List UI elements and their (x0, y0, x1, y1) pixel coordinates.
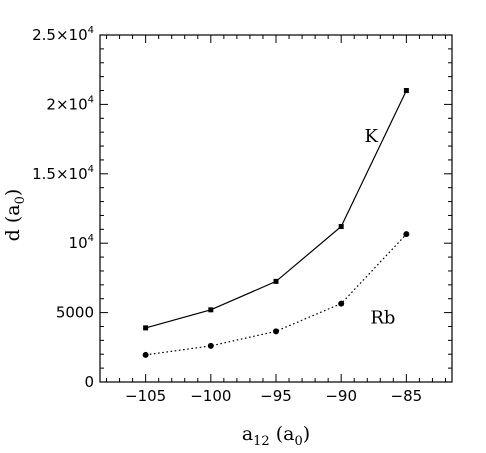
y-tick-label: 2.5×104 (32, 25, 94, 44)
data-point-rb (338, 300, 345, 307)
y-tick-label: 0 (84, 373, 94, 391)
series-label-k: K (364, 126, 378, 147)
data-point-rb (207, 342, 214, 349)
x-tick-label: −95 (260, 387, 292, 405)
series-label-rb: Rb (370, 308, 395, 329)
series-line-rb (145, 233, 407, 356)
x-tick-label: −105 (125, 387, 166, 405)
x-tick-label: −90 (325, 387, 357, 405)
y-tick-label: 104 (69, 233, 94, 252)
y-tick-label: 5000 (56, 304, 94, 322)
data-point-k (403, 88, 409, 94)
data-point-k (208, 307, 214, 313)
x-tick-label: −85 (391, 387, 423, 405)
ticks: −105 −100 −95 −90 −85 0 5000 104 1.5×104 2×104 2.5… (32, 25, 452, 405)
data-point-k (143, 325, 149, 331)
data-point-rb (403, 231, 410, 238)
data-point-rb (142, 351, 149, 358)
x-tick-label: −100 (190, 387, 231, 405)
data-point-k (338, 224, 344, 230)
y-axis-title: d (a0) (2, 189, 28, 242)
y-tick-label: 2×104 (46, 94, 94, 113)
series-group: K Rb (142, 88, 410, 358)
data-point-k (273, 278, 279, 284)
data-point-rb (273, 328, 279, 335)
y-tick-label: 1.5×104 (32, 164, 94, 183)
x-axis-title: a12 (a0) (242, 423, 310, 449)
